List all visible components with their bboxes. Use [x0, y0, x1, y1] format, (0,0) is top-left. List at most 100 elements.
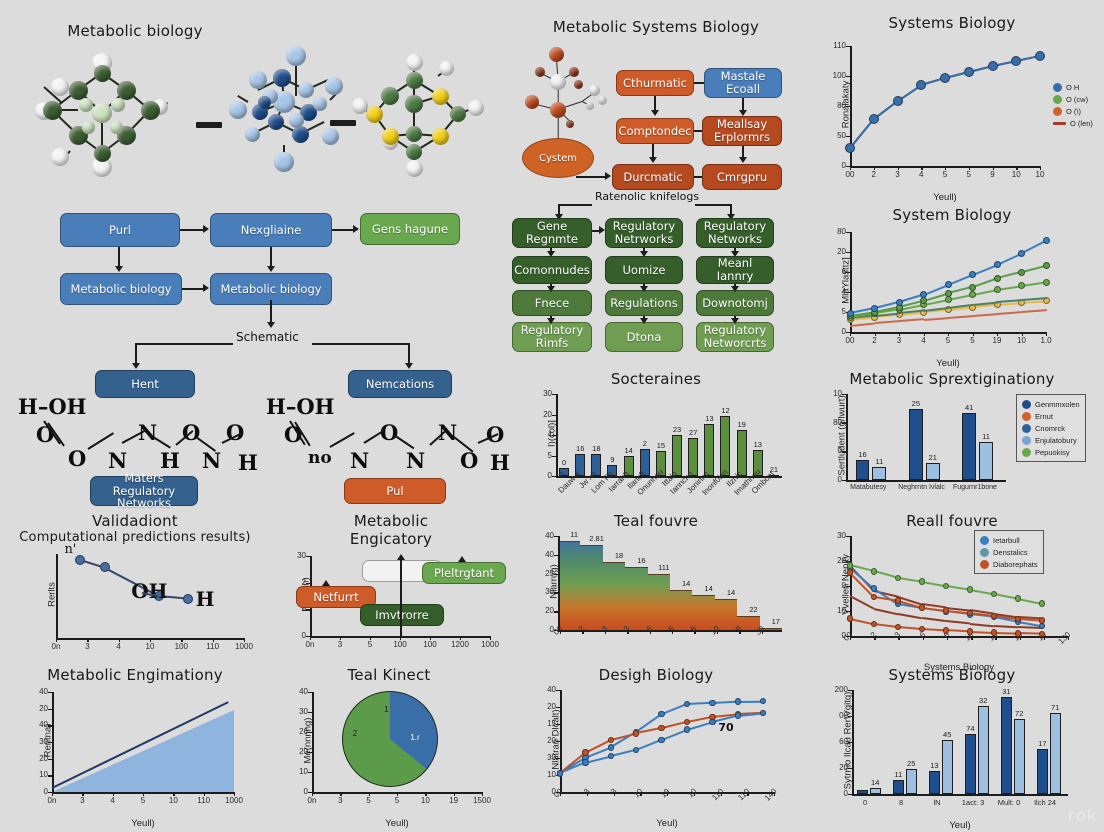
flow-node-mastale-ecoall[interactable]: Mastale Ecoall: [704, 68, 782, 98]
step-gradient-fill: [759, 628, 782, 630]
x-tickmark: [922, 636, 925, 640]
engicatory-box-imvtrorre[interactable]: Imvtrorre: [360, 604, 444, 626]
y-tickmark: [556, 792, 560, 794]
x-tickmark: [150, 638, 152, 642]
molecule-atom: [468, 100, 484, 116]
molecule-atom: [109, 120, 123, 134]
y-tickmark: [552, 476, 556, 478]
bar-value-label: 14: [871, 777, 880, 787]
y-tick-label: 26: [299, 727, 308, 736]
data-point: [658, 725, 665, 732]
data-point: [683, 718, 691, 726]
bar-value-label: 11: [894, 770, 903, 780]
x-tick-label: 100: [174, 642, 188, 651]
chem-left-atom-8: H: [238, 450, 258, 475]
x-tickmark: [340, 636, 342, 640]
y-tick-label: 10: [39, 770, 48, 780]
x-tickmark: [400, 636, 402, 640]
flow-node-cthurmatic[interactable]: Cthurmatic: [616, 70, 694, 96]
molecule-atom: [51, 148, 69, 166]
flow-node-nemcations[interactable]: Nemcations: [348, 370, 452, 398]
x-tickmark: [1043, 636, 1046, 640]
junction-left-line: [135, 343, 233, 345]
step-gradient-fill: [602, 562, 626, 630]
bar: [607, 465, 618, 476]
y-tick-label: 25: [545, 568, 554, 578]
y-tickmark: [552, 414, 556, 416]
legend-swatch: [1022, 411, 1031, 421]
x-tickmark: [693, 792, 696, 796]
step-column: [647, 573, 670, 630]
flow-node-meallsay[interactable]: Meallsay Erplormrs: [702, 116, 782, 146]
step-gradient-fill: [670, 591, 693, 630]
network-hub-node[interactable]: Cystem: [522, 138, 594, 178]
annotation-np: n': [64, 541, 77, 557]
bar: [929, 771, 940, 794]
green-node-0-1[interactable]: Comonnudes: [512, 256, 592, 284]
flow-node-metabolic-biology-1[interactable]: Metabolic biology: [60, 273, 182, 305]
green-node-0-0[interactable]: Gene Regnmte: [512, 218, 592, 248]
x-tick-label: 110: [709, 786, 726, 803]
y-tick-label: 0: [841, 581, 846, 590]
x-tickmark: [649, 630, 651, 634]
molecule-atom: [288, 112, 304, 128]
green-node-0-3[interactable]: Regulatory Rimfs: [512, 322, 592, 352]
flow-node-comptondec[interactable]: Comptondec: [616, 118, 694, 144]
flow-node-hent[interactable]: Hent: [95, 370, 195, 398]
x-tick-label: 5: [367, 640, 373, 649]
y-tickmark: [842, 394, 846, 396]
flow-node-metabolic-biology-2[interactable]: Metabolic biology: [210, 273, 332, 305]
series-line: [993, 625, 1018, 629]
chart-panel-metabolic-engimationy: Metabolic Engimationy 0 10 20 30 40 20 40 0n 3 4 5 1…: [4, 664, 266, 830]
engicatory-box-netfurrt[interactable]: Netfurrt: [296, 586, 376, 608]
chart-title: Validadiont: [92, 512, 178, 530]
data-point: [1042, 237, 1050, 245]
green-node-1-1[interactable]: Uomize: [605, 256, 683, 284]
green-node-1-0[interactable]: Regulatory Netrworks: [605, 218, 683, 248]
badge-pul[interactable]: Pul: [344, 478, 446, 504]
bar-value-label: 27: [689, 427, 698, 437]
chem-right-atom-3: O: [380, 420, 399, 445]
bar: [1037, 749, 1048, 794]
molecule-atom: [352, 98, 368, 114]
green-node-2-1[interactable]: Meanl Iannry: [696, 256, 774, 284]
bar-value-label: 17: [1038, 739, 1047, 749]
engicatory-box-pleltrgtant[interactable]: Pleltrgtant: [422, 562, 506, 584]
green-node-2-2[interactable]: Downotomj: [696, 290, 774, 316]
x-tickmark: [143, 792, 145, 796]
bar-value-label: 41: [965, 402, 974, 412]
pie-boundary-label: 1: [384, 705, 389, 714]
legend-swatch: [980, 559, 989, 569]
flow-node-durcmatic[interactable]: Durcmatic: [612, 164, 694, 190]
legend-swatch: [1022, 447, 1031, 457]
flow-node-gens-hagune[interactable]: Gens hagune: [360, 213, 460, 245]
y-tick-label: 80: [837, 101, 846, 110]
x-tick-label: 130: [1056, 630, 1073, 646]
y-axis-label: Sytrnio Ilcau Rer\Vgitq): [842, 691, 854, 790]
green-node-1-3[interactable]: Dtona: [605, 322, 683, 352]
green-node-2-3[interactable]: Regulatory Networcrts: [696, 322, 774, 352]
legend-label: Enjulatobury: [1035, 435, 1077, 445]
molecule-atom: [381, 127, 399, 145]
green-node-0-2[interactable]: Fnece: [512, 290, 592, 316]
x-tickmark: [425, 792, 427, 796]
flow-node-nexgliaine[interactable]: Nexgliaine: [210, 213, 332, 247]
data-point: [942, 582, 950, 590]
flow-node-cmrgpru[interactable]: Cmrgpru: [702, 164, 782, 190]
arrow-purl-down: [118, 247, 120, 267]
green-node-1-2[interactable]: Regulations: [605, 290, 683, 316]
green-drop-right: [730, 204, 732, 216]
chart-title: Systems Biology: [888, 666, 1016, 684]
x-tickmark: [112, 792, 115, 796]
arrow-to-schematic: [270, 300, 272, 324]
green-node-2-0[interactable]: Regulatory Networks: [696, 218, 774, 248]
molecule-atom: [321, 127, 339, 145]
data-point: [1042, 278, 1050, 286]
y-tick-label: 80: [833, 417, 842, 427]
molecule-atom: [299, 103, 317, 121]
flow-node-purl[interactable]: Purl: [60, 213, 180, 247]
badge-maters-regulatory-networks[interactable]: Maters Regulatory Networks: [90, 472, 198, 510]
x-axis-label: Yeul): [656, 818, 678, 829]
x-tickmark: [948, 332, 950, 336]
y-tickmark: [846, 252, 850, 254]
